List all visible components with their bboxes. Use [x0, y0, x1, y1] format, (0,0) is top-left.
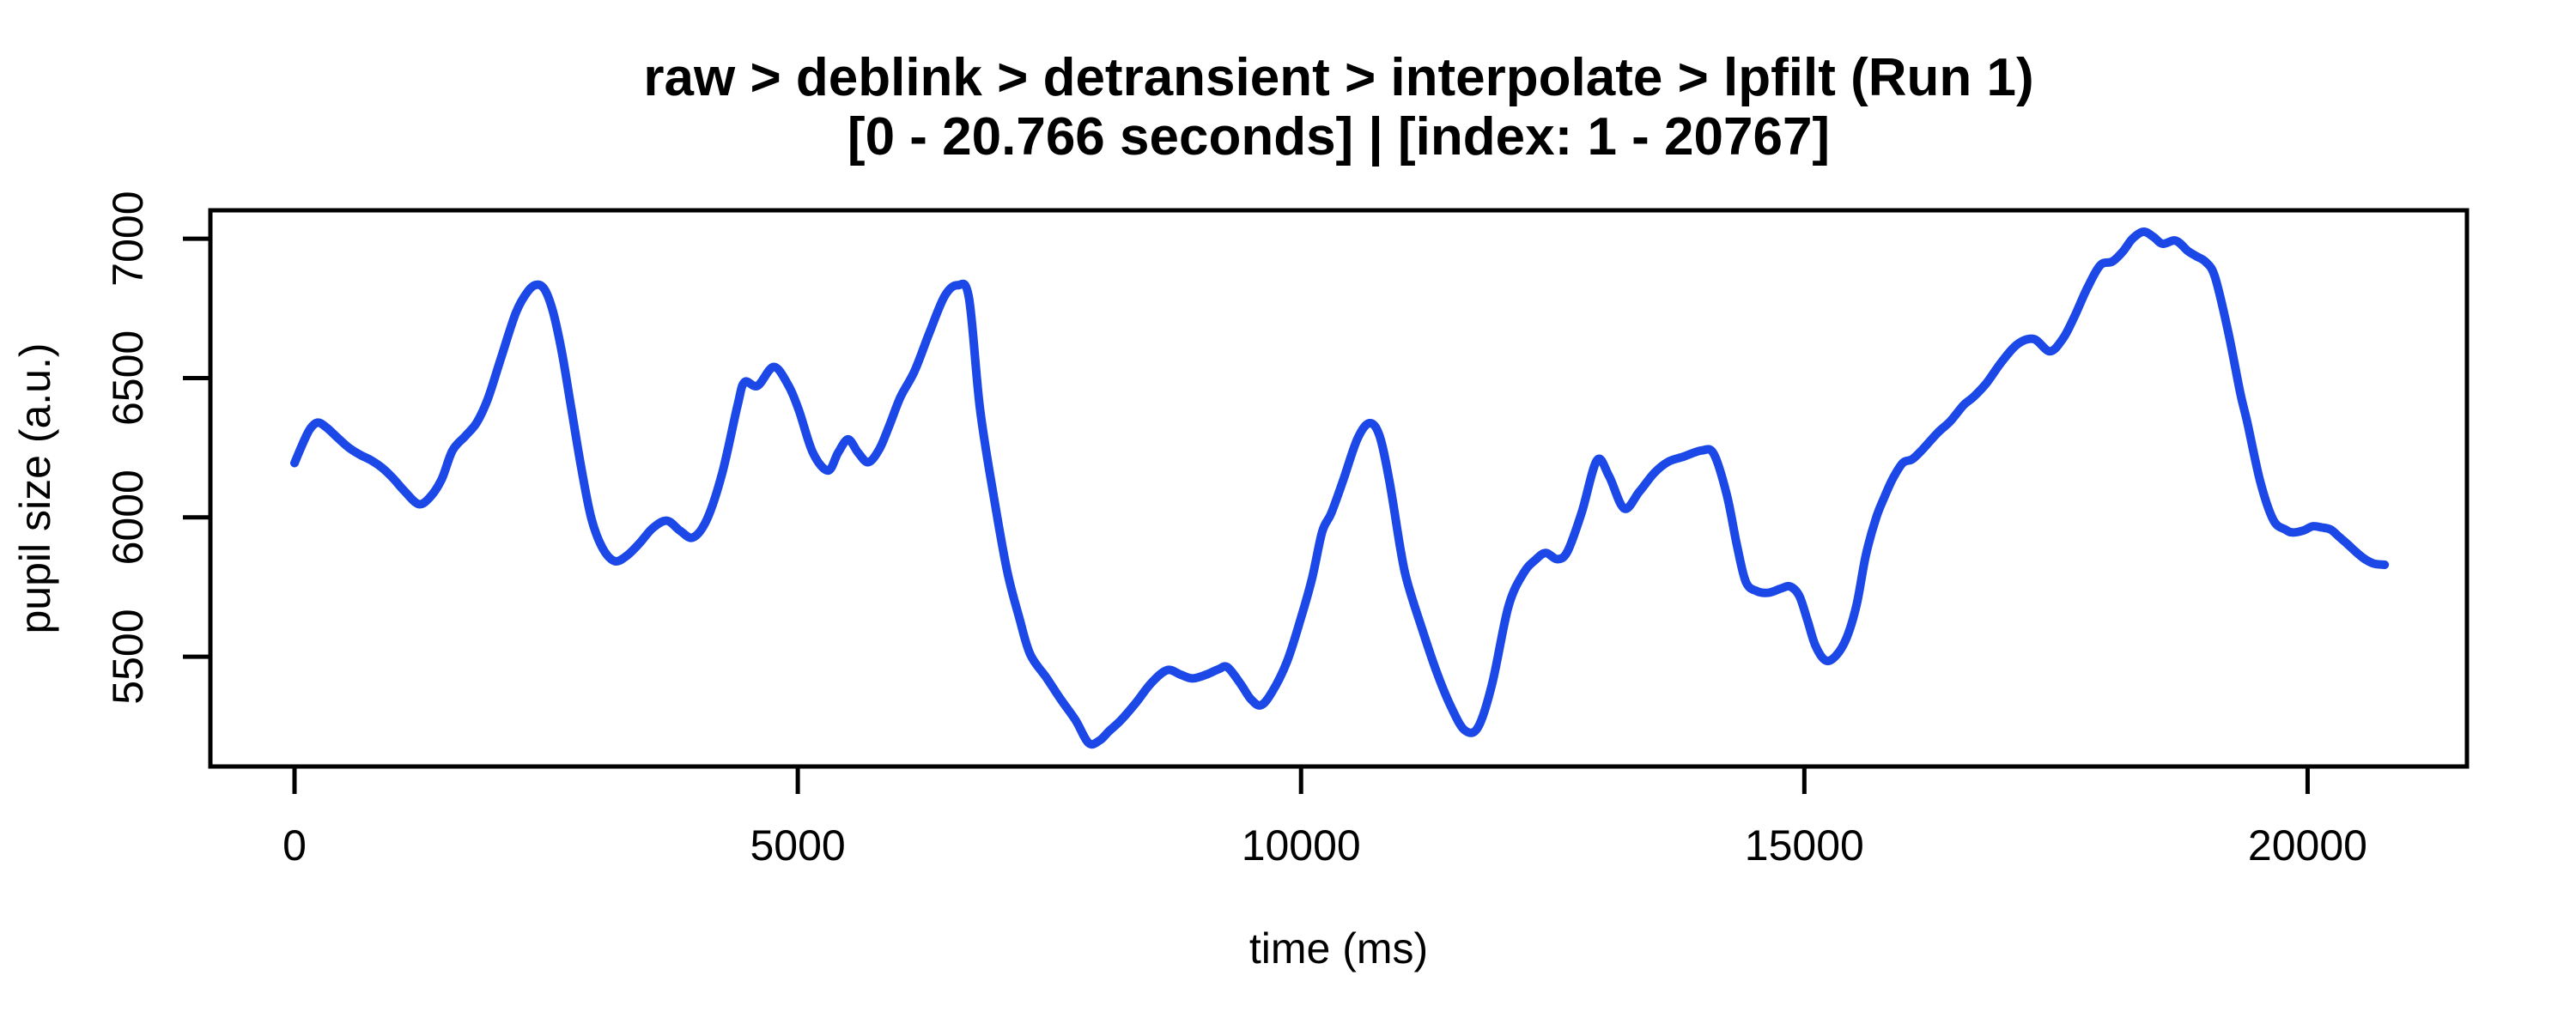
y-tick-label: 6000	[104, 470, 152, 565]
pupil-trace-line	[290, 227, 2390, 749]
y-tick-label: 6500	[104, 330, 152, 426]
x-axis: 0 5000 10000 15000 20000	[283, 766, 2367, 869]
plot-box	[208, 208, 2470, 769]
x-axis-title: time (ms)	[1249, 924, 1428, 972]
y-axis: 5500 6000 6500 7000	[104, 191, 210, 705]
plot-title: raw > deblink > detransient > interpolat…	[643, 48, 2033, 107]
y-axis-title: pupil size (a.u.)	[11, 342, 59, 633]
x-tick-label: 5000	[750, 821, 845, 869]
y-tick-label: 7000	[104, 191, 152, 286]
x-tick-label: 0	[283, 821, 307, 869]
x-tick-label: 20000	[2248, 821, 2367, 869]
plot-subtitle: [0 - 20.766 seconds] | [index: 1 - 20767…	[848, 107, 1830, 167]
x-tick-label: 15000	[1745, 821, 1864, 869]
x-tick-label: 10000	[1242, 821, 1361, 869]
y-tick-label: 5500	[104, 609, 152, 704]
